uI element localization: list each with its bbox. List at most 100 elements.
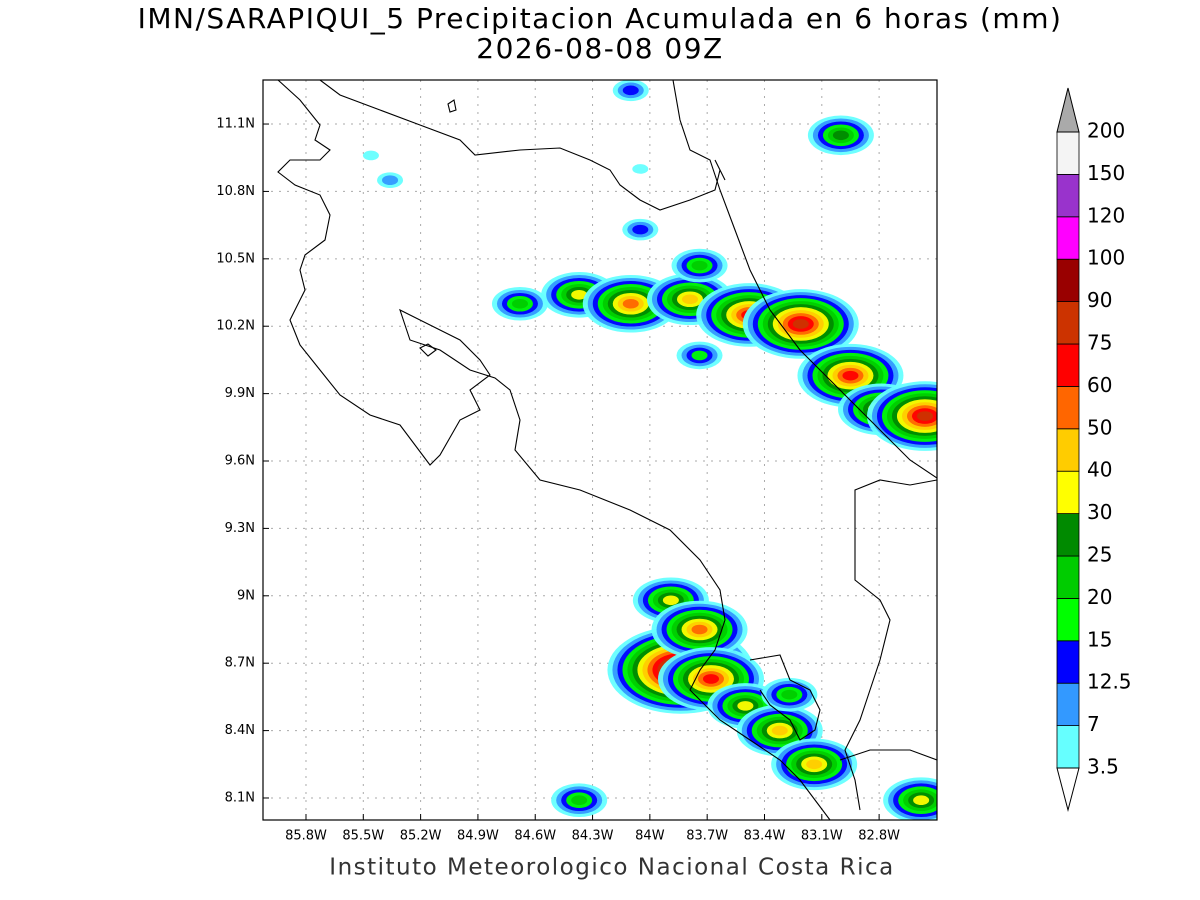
precip-cell — [362, 150, 379, 161]
colorbar-segment — [1056, 131, 1080, 175]
coastlines — [277, 80, 937, 820]
colorbar-segment — [1056, 470, 1080, 515]
colorbar-under — [1056, 767, 1080, 812]
precip-cell — [622, 218, 659, 241]
colorbar: 3.5 7 12.5 15 20 25 30 40 50 60 75 90 100 120 150 200 — [1056, 87, 1132, 812]
precip-contour — [691, 350, 708, 361]
x-tick-label: 84.6W — [514, 829, 556, 844]
precip-contour — [737, 701, 754, 711]
precip-contour — [662, 595, 679, 606]
colorbar-label: 20 — [1087, 585, 1112, 609]
colorbar-segment — [1056, 343, 1080, 387]
y-tick-label: 10.8N — [216, 184, 255, 199]
colorbar-segment — [1056, 513, 1080, 557]
precip-contour — [691, 260, 708, 271]
colorbar-label: 100 — [1087, 246, 1125, 270]
y-tick-label: 11.1N — [216, 117, 255, 132]
colorbar-label: 30 — [1087, 500, 1112, 524]
precip-contour — [913, 795, 930, 806]
coastline — [672, 80, 937, 479]
lake — [419, 343, 437, 357]
y-tick-label: 10.5N — [216, 251, 255, 266]
coastline — [749, 654, 821, 741]
colorbar-label: 12.5 — [1087, 670, 1132, 694]
precip-contour — [691, 624, 708, 635]
x-tick-label: 85.5W — [342, 829, 384, 844]
colorbar-label: 120 — [1087, 203, 1125, 227]
colorbar-segment — [1056, 640, 1080, 684]
precip-contour — [571, 289, 588, 300]
precip-cell — [866, 381, 937, 451]
colorbar-label: 90 — [1087, 288, 1112, 312]
colorbar-label: 75 — [1087, 331, 1112, 355]
y-tick-label: 9.3N — [225, 521, 255, 536]
y-tick-label: 8.1N — [225, 790, 255, 805]
coastline — [277, 80, 831, 820]
colorbar-segment — [1056, 555, 1080, 599]
colorbar-label: 25 — [1087, 543, 1112, 567]
precip-cell — [761, 677, 818, 712]
footer: Instituto Meteorologico Nacional Costa R… — [329, 855, 894, 881]
x-tick-label: 85.8W — [285, 829, 327, 844]
precip-contour — [571, 795, 588, 806]
precip-contour — [622, 85, 639, 96]
colorbar-segment — [1056, 301, 1080, 345]
precip-contour — [681, 294, 698, 305]
coastline — [839, 749, 937, 761]
precip-contour — [781, 689, 798, 700]
precip-cell — [632, 164, 649, 174]
plot-frame — [262, 79, 938, 821]
precip-contour — [792, 319, 809, 329]
precip-cell — [742, 289, 859, 359]
y-tick-label: 10.2N — [216, 319, 255, 334]
x-tick-label: 84.9W — [457, 829, 499, 844]
precip-contour — [771, 725, 788, 736]
colorbar-segment — [1056, 428, 1080, 472]
grid: 85.8W 85.5W 85.2W 84.9W 84.6W 84.3W 84W 83.7W 83… — [216, 80, 937, 844]
colorbar-segment — [1056, 598, 1080, 642]
x-tick-label: 83.4W — [744, 829, 786, 844]
precip-cell — [807, 115, 874, 156]
precip-contour — [622, 298, 639, 309]
x-tick-label: 84.3W — [572, 829, 614, 844]
y-tick-label: 9N — [237, 588, 255, 603]
precip-cell — [612, 80, 649, 102]
colorbar-label: 40 — [1087, 458, 1112, 482]
colorbar-label: 150 — [1087, 161, 1125, 185]
precip-cell — [551, 783, 608, 818]
precip-contour — [362, 150, 379, 161]
colorbar-label: 50 — [1087, 415, 1112, 439]
y-tick-label: 8.4N — [225, 723, 255, 738]
x-tick-label: 82.8W — [858, 829, 900, 844]
precip-cell — [671, 248, 728, 283]
precip-cell — [676, 341, 723, 370]
precip-contour — [806, 759, 823, 770]
precip-cell — [883, 777, 937, 820]
y-tick-label: 8.7N — [225, 656, 255, 671]
coastline — [319, 80, 726, 211]
y-tick-label: 9.9N — [225, 386, 255, 401]
colorbar-segment — [1056, 725, 1080, 769]
x-tick-label: 84W — [635, 829, 665, 844]
colorbar-segment — [1056, 682, 1080, 727]
precip-contour — [702, 674, 719, 684]
precip-contour — [382, 175, 399, 185]
colorbar-label: 3.5 — [1087, 755, 1119, 779]
border — [844, 479, 937, 811]
island — [447, 99, 457, 113]
precip-field — [362, 80, 937, 820]
colorbar-label: 15 — [1087, 627, 1112, 651]
precip-contour — [832, 130, 849, 141]
precip-contour — [916, 411, 933, 421]
colorbar-over — [1056, 87, 1080, 133]
y-tick-label: 9.6N — [225, 454, 255, 469]
precip-cell — [491, 286, 548, 321]
x-tick-label: 83.7W — [686, 829, 728, 844]
colorbar-label: 7 — [1087, 712, 1100, 736]
colorbar-segment — [1056, 173, 1080, 218]
colorbar-segment — [1056, 258, 1080, 303]
colorbar-segment — [1056, 216, 1080, 260]
title: IMN/SARAPIQUI_5 Precipitacion Acumulada … — [138, 2, 1063, 35]
precip-contour — [632, 224, 649, 235]
